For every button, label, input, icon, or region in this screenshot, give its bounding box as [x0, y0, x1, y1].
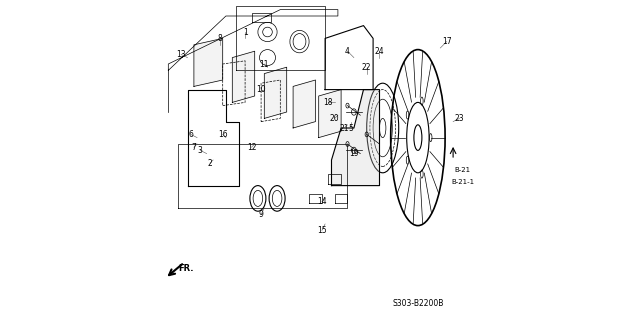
Polygon shape [264, 67, 286, 118]
Text: 8: 8 [217, 34, 222, 43]
Text: 15: 15 [317, 226, 327, 235]
Text: 4: 4 [345, 47, 350, 56]
Text: 22: 22 [362, 63, 372, 72]
Text: 12: 12 [247, 143, 256, 152]
Text: 14: 14 [317, 197, 327, 206]
Text: 20: 20 [330, 114, 339, 123]
Text: 11: 11 [259, 60, 269, 68]
Text: 6: 6 [188, 130, 193, 139]
Text: B-21: B-21 [455, 167, 471, 172]
Text: 10: 10 [256, 85, 266, 94]
Polygon shape [293, 80, 316, 128]
Text: 9: 9 [259, 210, 264, 219]
Polygon shape [319, 90, 341, 138]
Text: 16: 16 [218, 130, 228, 139]
Text: 1: 1 [243, 28, 247, 36]
Text: 23: 23 [455, 114, 464, 123]
Text: 24: 24 [375, 47, 384, 56]
Text: 2: 2 [208, 159, 212, 168]
Text: 21: 21 [339, 124, 349, 132]
Text: B-21-1: B-21-1 [451, 180, 475, 185]
Polygon shape [331, 90, 379, 186]
Polygon shape [194, 38, 223, 86]
Text: 13: 13 [176, 50, 186, 59]
Text: 18: 18 [324, 98, 333, 107]
Text: 3: 3 [198, 146, 203, 155]
Polygon shape [232, 51, 255, 102]
Text: 17: 17 [442, 37, 452, 46]
Text: 7: 7 [191, 143, 196, 152]
Text: 19: 19 [349, 149, 358, 158]
Text: S303-B2200B: S303-B2200B [392, 300, 444, 308]
Text: FR.: FR. [178, 264, 193, 273]
Text: 5: 5 [348, 124, 353, 132]
